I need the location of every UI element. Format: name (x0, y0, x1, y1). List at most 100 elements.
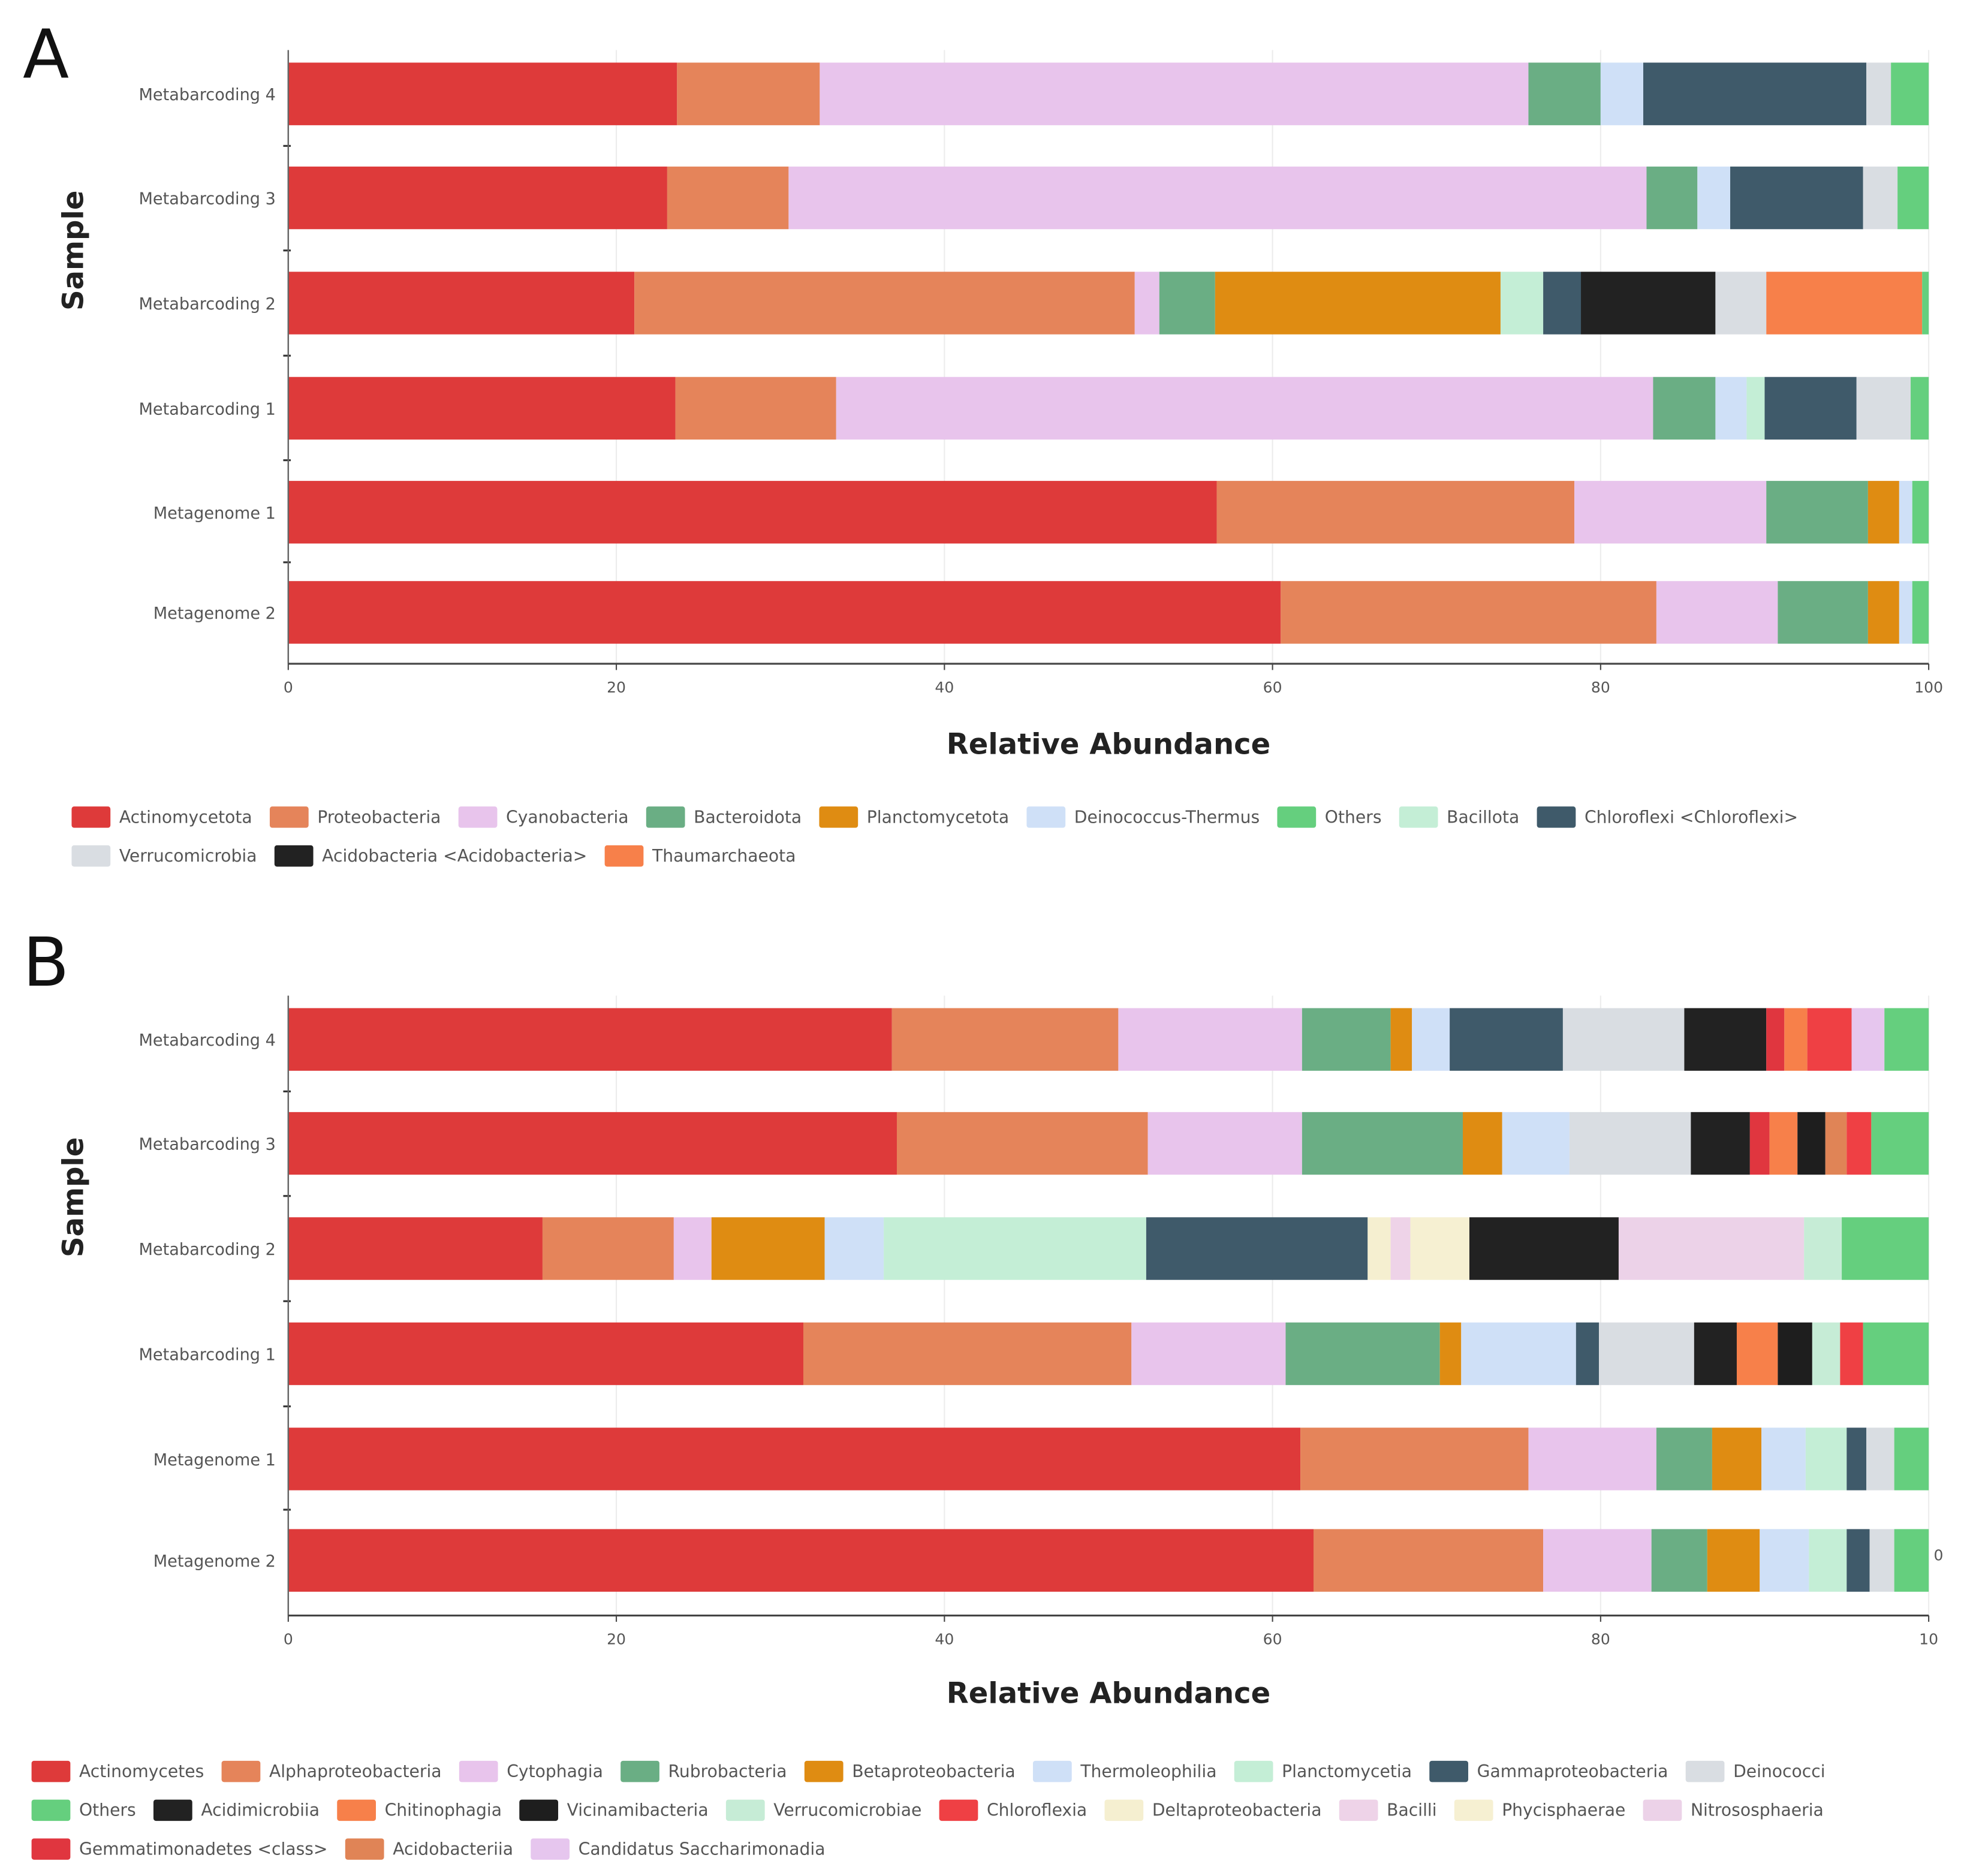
legend-swatch (345, 1838, 384, 1860)
y-axis-title: Sample (56, 1137, 90, 1257)
bar-segment (1897, 166, 1929, 230)
bar-segment (288, 1217, 543, 1280)
y-tick-label: Metabarcoding 3 (138, 1136, 275, 1154)
legend-swatch (71, 806, 111, 828)
legend-label: Cyanobacteria (506, 807, 629, 827)
legend-item: Planctomycetota (819, 806, 1009, 828)
bar-segment (884, 1217, 1146, 1280)
bar-segment (1367, 1217, 1391, 1280)
legend-swatch (274, 845, 314, 867)
bar-segment (1302, 1008, 1391, 1071)
legend-swatch (1032, 1760, 1072, 1782)
bar-segment (1656, 1428, 1712, 1490)
bar-segment (1869, 1529, 1894, 1592)
bar-segment (1694, 1322, 1737, 1386)
bar-segment (673, 1217, 712, 1280)
legend-item: Verrucomicrobiae (725, 1799, 921, 1821)
bar-segment (1899, 581, 1912, 644)
legend-swatch (1026, 806, 1066, 828)
bar-segment (1543, 272, 1582, 335)
bar-segment (1691, 1112, 1750, 1175)
bar-segment (288, 62, 677, 125)
legend-item: Deltaproteobacteria (1104, 1799, 1322, 1821)
bar-segment (1715, 272, 1767, 335)
bar-segment (1651, 1529, 1707, 1592)
legend-swatch (31, 1760, 71, 1782)
bar-segment (1746, 377, 1765, 440)
bar-segment (1851, 1008, 1885, 1071)
legend-label: Chloroflexi <Chloroflexi> (1585, 807, 1798, 827)
legend-swatch (620, 1760, 659, 1782)
bar-segment (1867, 481, 1899, 544)
bar-segment (1867, 581, 1899, 644)
y-tick-label: Metagenome 1 (153, 504, 276, 523)
bar-segment (1842, 1217, 1929, 1280)
bar-segment (1912, 581, 1929, 644)
legend-item: Chloroflexia (939, 1799, 1087, 1821)
legend-label: Acidimicrobiia (201, 1800, 320, 1820)
bar-segment (1871, 1112, 1929, 1175)
bar-segment (288, 1428, 1301, 1490)
bar-segment (1804, 1217, 1842, 1280)
legend-item: Planctomycetia (1234, 1760, 1412, 1782)
x-tick-label: 20 (607, 679, 626, 696)
bar-segment (1215, 272, 1501, 335)
legend-label: Acidobacteria <Acidobacteria> (322, 846, 587, 866)
bar-segment (1314, 1529, 1544, 1592)
panel-a: A Sample Relative Abundance Metabarcodin… (23, 15, 1943, 867)
bar-segment (1600, 62, 1644, 125)
bar-segment (1450, 1008, 1563, 1071)
legend-swatch (1234, 1760, 1273, 1782)
y-axis-title: Sample (56, 191, 90, 311)
bar-segment (1390, 1008, 1412, 1071)
legend-label: Actinomycetota (119, 807, 252, 827)
bar-segment (1712, 1428, 1762, 1490)
legend-item: Bacteroidota (646, 806, 802, 828)
legend-label: Actinomycetes (79, 1761, 204, 1781)
bar-segment (1863, 166, 1898, 230)
legend-swatch (153, 1799, 192, 1821)
legend-label: Planctomycetota (867, 807, 1009, 827)
legend-item: Deinococci (1685, 1760, 1826, 1782)
legend-label: Verrucomicrobiae (773, 1800, 921, 1820)
legend-swatch (519, 1799, 559, 1821)
bar-segment (1285, 1322, 1440, 1386)
panel-b: B Sample Relative Abundance 0 Metabarcod… (23, 923, 1943, 1860)
bar-segment (1147, 1112, 1302, 1175)
legend-item: Chloroflexi <Chloroflexi> (1537, 806, 1798, 828)
legend-item: Deinococcus-Thermus (1026, 806, 1260, 828)
bar-segment (1131, 1322, 1286, 1386)
legend-item: Gammaproteobacteria (1429, 1760, 1668, 1782)
x-tick-label: 60 (1263, 679, 1282, 696)
bar-segment (1469, 1217, 1619, 1280)
bar-segment (288, 377, 676, 440)
bar-segment (1807, 1008, 1852, 1071)
panel-label: B (23, 923, 69, 1002)
legend-swatch (1537, 806, 1576, 828)
bar-segment (288, 1529, 1314, 1592)
legend-label: Vicinamibacteria (567, 1800, 709, 1820)
legend-label: Thaumarchaeota (652, 846, 796, 866)
bar-segment (891, 1008, 1119, 1071)
legend-swatch (71, 845, 111, 867)
legend-label: Bacilli (1387, 1800, 1436, 1820)
bar-segment (1866, 62, 1891, 125)
x-tick-label: 0 (284, 679, 293, 696)
legend-item: Phycisphaerae (1454, 1799, 1625, 1821)
x-tick-label: 0 (284, 1631, 293, 1648)
bar-segment (1840, 1322, 1863, 1386)
bar-segment (824, 1217, 884, 1280)
legend-swatch (1277, 806, 1317, 828)
legend-swatch (337, 1799, 376, 1821)
bar-segment (788, 166, 1647, 230)
legend-swatch (725, 1799, 765, 1821)
bar-segment (1846, 1112, 1872, 1175)
legend-swatch (939, 1799, 978, 1821)
bar-segment (820, 62, 1529, 125)
legend-label: Phycisphaerae (1502, 1800, 1625, 1820)
bar-segment (1760, 1529, 1809, 1592)
bar-segment (1884, 1008, 1929, 1071)
legend-label: Candidatus Saccharimonadia (579, 1839, 826, 1859)
legend-item: Alphaproteobacteria (221, 1760, 442, 1782)
